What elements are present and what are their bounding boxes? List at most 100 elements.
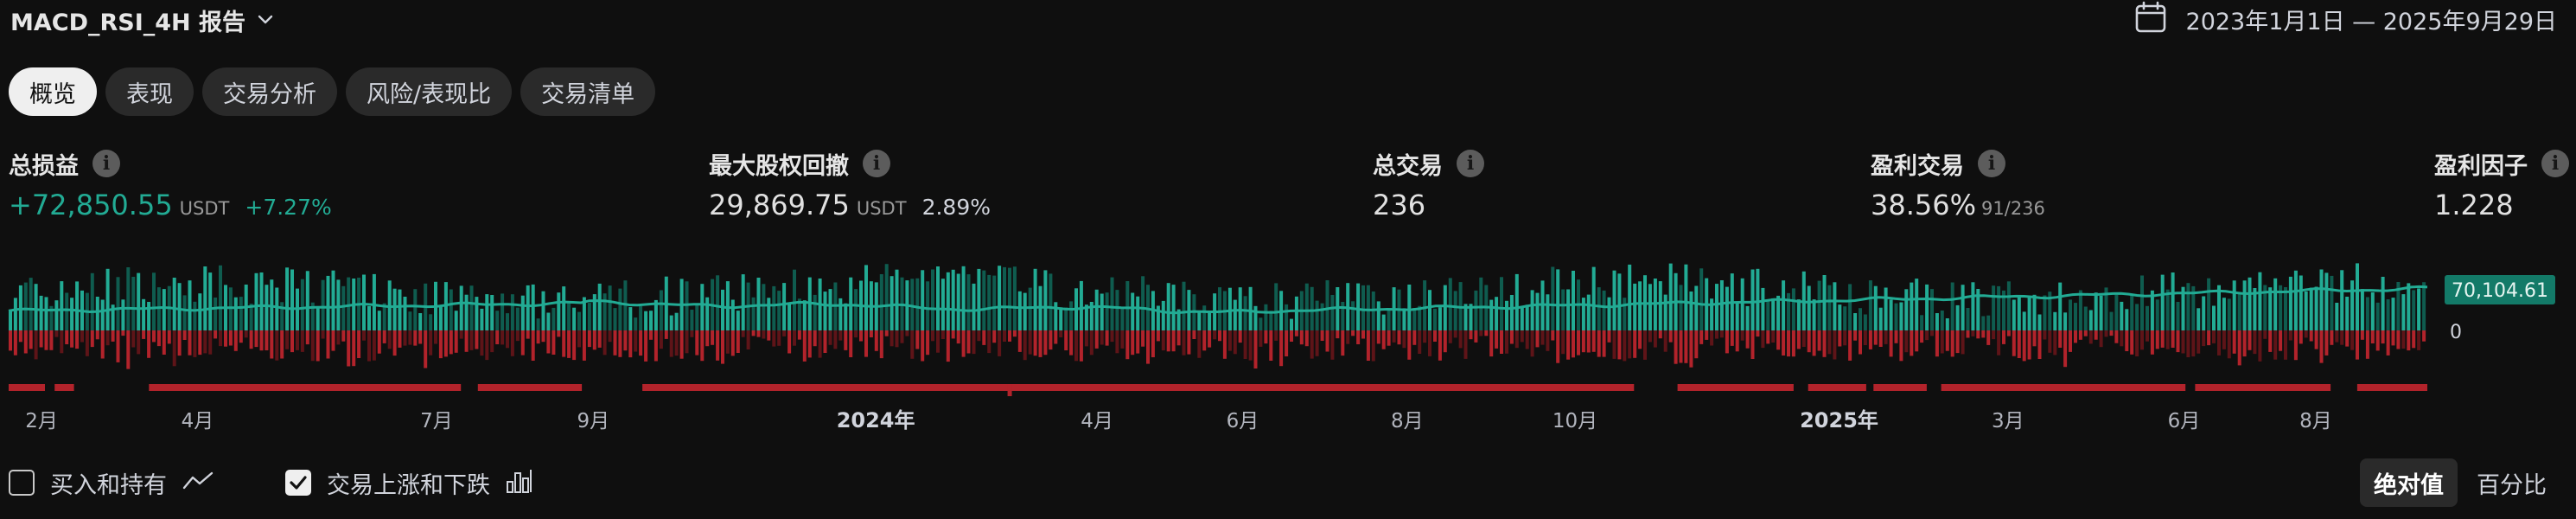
drawdown-bar <box>1141 330 1145 347</box>
buy-hold-checkbox[interactable] <box>9 470 35 496</box>
runup-bar <box>1079 280 1083 330</box>
runup-bar <box>1269 311 1273 330</box>
drawdown-bar <box>2350 330 2355 350</box>
report-title-dropdown[interactable]: MACD_RSI_4H 报告 <box>10 2 273 38</box>
runup-bar <box>475 297 479 330</box>
runup-bar <box>9 311 12 330</box>
drawdown-bar <box>1925 330 1929 341</box>
runup-bar <box>1915 279 1919 330</box>
runup-bar <box>700 284 705 330</box>
tab-performance[interactable]: 表现 <box>105 67 194 116</box>
runup-bar <box>1535 292 1540 330</box>
drawdown-bar <box>362 330 366 341</box>
tab-trade-analysis[interactable]: 交易分析 <box>202 67 337 116</box>
runup-bar <box>1387 310 1391 330</box>
runup-bar <box>131 277 136 330</box>
drawdown-bar <box>2186 330 2190 357</box>
runup-bar <box>1243 296 1247 330</box>
runup-bar <box>29 278 33 330</box>
info-icon[interactable]: i <box>92 150 120 177</box>
value-mode-switch: 绝对值 百分比 <box>2360 458 2560 507</box>
drawdown-bar <box>736 330 740 353</box>
runup-bar <box>2012 299 2016 330</box>
runup-bar <box>1715 284 1718 330</box>
report-tabs: 概览 表现 交易分析 风险/表现比 交易清单 <box>9 67 656 116</box>
runup-bar <box>1402 308 1406 330</box>
runup-bar <box>2186 283 2190 330</box>
calendar-icon <box>2134 1 2167 37</box>
runup-bar <box>2381 277 2385 330</box>
runup-bar <box>1463 304 1468 330</box>
runup-bar <box>1628 264 1632 330</box>
drawdown-bar <box>1966 330 1970 338</box>
drawdown-bar <box>1304 330 1309 347</box>
runup-bar <box>1238 287 1242 330</box>
drawdown-bar <box>1771 330 1776 343</box>
runup-bar <box>926 281 930 330</box>
drawdown-bar <box>1310 330 1314 359</box>
drawdown-bar <box>1776 330 1781 350</box>
runup-bar <box>1136 296 1140 330</box>
info-icon[interactable]: i <box>1457 150 1484 177</box>
date-range-picker[interactable]: 2023年1月1日 — 2025年9月29日 <box>2134 0 2557 38</box>
runup-bar <box>1591 266 1596 330</box>
runup-bar <box>454 311 458 330</box>
buy-hold-toggle[interactable]: 买入和持有 <box>9 462 214 503</box>
drawdown-bar <box>685 330 689 354</box>
drawdown-bar <box>2165 330 2170 349</box>
runup-bar <box>1161 300 1165 330</box>
runup-bar <box>34 284 38 330</box>
runup-bar <box>259 272 264 330</box>
drawdown-bar <box>1853 330 1858 341</box>
info-icon[interactable]: i <box>863 150 890 177</box>
runup-bar <box>2207 278 2211 330</box>
tab-trade-list[interactable]: 交易清单 <box>520 67 656 116</box>
runup-bar <box>198 293 202 330</box>
runup-bar <box>2370 292 2375 330</box>
runup-bar <box>2146 305 2149 330</box>
runup-bar <box>316 306 320 330</box>
runup-bar <box>1561 289 1565 330</box>
runup-bar <box>793 269 796 330</box>
date-range-text: 2023年1月1日 — 2025年9月29日 <box>2185 8 2557 35</box>
runup-bar <box>1961 285 1965 330</box>
drawdown-bar <box>1243 330 1247 359</box>
trade-run-toggle[interactable]: 交易上涨和下跌 <box>285 462 535 503</box>
drawdown-bar <box>1238 330 1242 343</box>
runup-bar <box>787 303 792 330</box>
runup-bar <box>1776 295 1781 330</box>
drawdown-bar <box>464 330 469 352</box>
percent-mode-button[interactable]: 百分比 <box>2477 471 2547 499</box>
runup-bar <box>1581 298 1585 330</box>
last-value-badge <box>2445 275 2555 304</box>
runup-bar <box>2027 297 2031 330</box>
runup-bar <box>254 272 258 330</box>
drawdown-bar <box>2309 330 2313 342</box>
runup-bar <box>915 278 920 330</box>
drawdown-bar <box>1848 330 1852 361</box>
tab-risk-ratios[interactable]: 风险/表现比 <box>346 67 513 116</box>
drawdown-bar <box>2217 330 2221 356</box>
runup-bar <box>716 275 720 330</box>
absolute-mode-button[interactable]: 绝对值 <box>2360 458 2458 507</box>
info-icon[interactable]: i <box>2541 150 2569 177</box>
runup-bar <box>1848 284 1852 330</box>
info-icon[interactable]: i <box>1978 150 2005 177</box>
runup-bar <box>2232 280 2236 330</box>
drawdown-bar <box>321 330 325 339</box>
drawdown-bar <box>265 330 269 350</box>
runup-bar <box>214 298 218 330</box>
trade-run-checkbox[interactable] <box>285 470 311 496</box>
tab-overview[interactable]: 概览 <box>9 67 97 116</box>
runup-bar <box>1935 313 1939 330</box>
drawdown-bar <box>1591 330 1596 352</box>
runup-bar <box>1976 289 1980 330</box>
drawdown-bar <box>1346 330 1350 344</box>
drawdown-bar <box>1617 330 1622 360</box>
runup-bar <box>613 308 617 330</box>
drawdown-bar <box>2237 330 2241 366</box>
runup-bar <box>582 297 586 330</box>
stat-profit-factor: 盈利因子 i 1.228 <box>2434 145 2569 221</box>
drawdown-bar <box>1643 330 1647 360</box>
